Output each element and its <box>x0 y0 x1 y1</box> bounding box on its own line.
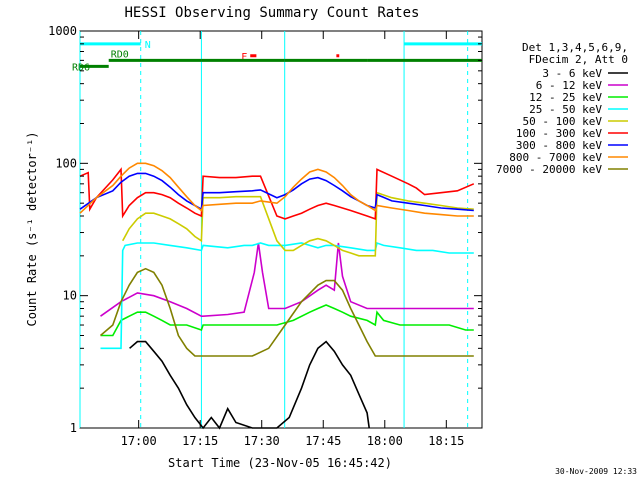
series-line-1 <box>100 242 474 318</box>
series-line-8 <box>99 267 474 357</box>
y-tick-label-2: 100 <box>55 156 77 170</box>
x-tick-label-0: 17:00 <box>121 434 157 448</box>
legend-header-1: FDecim 2, Att 0 <box>529 53 628 66</box>
series-line-2 <box>100 304 474 337</box>
legend-label-5: 100 - 300 keV <box>516 127 602 140</box>
x-tick-label-1: 17:15 <box>182 434 218 448</box>
x-tick-label-3: 17:45 <box>305 434 341 448</box>
annotation-label-0: N <box>145 40 151 51</box>
series-line-3 <box>100 241 474 350</box>
legend-label-7: 800 - 7000 keV <box>509 151 602 164</box>
legend-label-1: 6 - 12 keV <box>536 79 603 92</box>
chart-title: HESSI Observing Summary Count Rates <box>124 5 419 21</box>
x-tick-label-2: 17:30 <box>244 434 280 448</box>
x-axis-label: Start Time (23-Nov-05 16:45:42) <box>168 456 392 470</box>
annotation-label-2: RD0 <box>111 49 129 60</box>
series-line-6 <box>79 172 474 212</box>
timestamp: 30-Nov-2009 12:33 <box>555 467 637 476</box>
series-line-0 <box>129 340 370 430</box>
y-axis-label: Count Rate (s⁻¹ detector⁻¹) <box>25 131 39 326</box>
legend-label-0: 3 - 6 keV <box>542 67 602 80</box>
series-line-5 <box>79 167 475 221</box>
legend-label-4: 50 - 100 keV <box>523 115 603 128</box>
x-tick-label-5: 18:15 <box>428 434 464 448</box>
legend-label-8: 7000 - 20000 keV <box>496 163 602 176</box>
x-tick-label-4: 18:00 <box>367 434 403 448</box>
legend-label-3: 25 - 50 keV <box>529 103 602 116</box>
annotation-label-3: RD6 <box>72 62 90 73</box>
legend-label-2: 12 - 25 keV <box>529 91 602 104</box>
y-tick-label-1: 10 <box>63 289 77 303</box>
y-tick-label-3: 1000 <box>48 24 77 38</box>
series-line-4 <box>121 191 474 257</box>
y-tick-label-0: 1 <box>70 421 77 435</box>
annotation-label-1: F <box>241 52 247 63</box>
legend-header-0: Det 1,3,4,5,6,9, <box>522 41 628 54</box>
series-line-7 <box>79 162 474 217</box>
legend-label-6: 300 - 800 keV <box>516 139 602 152</box>
